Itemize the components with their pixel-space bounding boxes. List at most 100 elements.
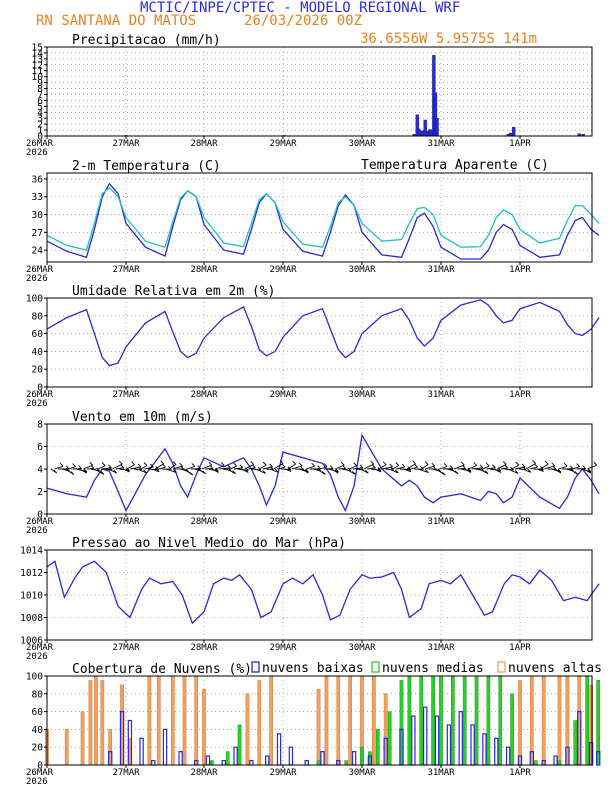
wind-barb-flag xyxy=(569,465,574,470)
cloud-bar xyxy=(324,675,329,766)
wind-barb-flag xyxy=(552,465,557,470)
precip-bar xyxy=(435,118,439,137)
cloud-bar xyxy=(510,693,514,766)
cloud-bar xyxy=(387,711,392,766)
y-axis: 0 20 40 60 80 100 xyxy=(26,672,47,772)
wind-barb-flag xyxy=(172,461,177,465)
wind-barb-flag xyxy=(126,468,130,473)
y-tick-label: 100 xyxy=(26,672,43,683)
wind-barb-flag xyxy=(532,460,536,464)
wind-barb-flag xyxy=(460,461,465,466)
wind-barb-flag xyxy=(108,464,112,469)
x-tick-label: 27MAR xyxy=(112,139,140,149)
y-tick-label: 13 xyxy=(32,54,43,65)
wind-barb-flag xyxy=(83,469,87,474)
series-lines xyxy=(46,560,600,625)
x-tick-label: 1APR xyxy=(509,139,531,149)
wind-barb xyxy=(86,467,95,470)
x-tick-year: 2026 xyxy=(26,399,48,409)
wind-barb-flag xyxy=(83,468,88,472)
y-tick-label: 2 xyxy=(37,487,43,498)
wind-barb-flag xyxy=(473,462,478,466)
y-axis: 0 20 40 60 80 100 xyxy=(26,294,47,394)
wind-barb-flag xyxy=(317,467,322,472)
x-tick-label: 28MAR xyxy=(190,139,218,149)
cloud-series-nuvens-medias xyxy=(210,675,601,766)
cloud-bar xyxy=(288,746,294,766)
x-tick-label: 1APR xyxy=(509,768,531,778)
wind-barb-flag xyxy=(53,469,58,474)
wind-barb-flag xyxy=(551,462,556,467)
wind-barb-flag xyxy=(587,469,592,474)
wind-barb xyxy=(158,466,166,470)
wind-barb xyxy=(558,465,568,470)
wind-barb-flag xyxy=(492,464,496,469)
wind-barb-flag xyxy=(432,465,437,470)
wind-barb-flag xyxy=(251,464,256,469)
panel-title: Vento em 10m (m/s) xyxy=(72,410,213,425)
cloud-bar xyxy=(233,746,238,766)
x-tick-year: 2026 xyxy=(26,148,48,158)
wind-barb-flag xyxy=(270,466,274,470)
wind-barb-flag xyxy=(250,461,254,465)
y-tick-label: 60 xyxy=(32,707,44,718)
x-tick-label: 1APR xyxy=(509,643,531,653)
legend-label: nuvens medias xyxy=(382,661,484,676)
panel-title: 2-m Temperatura (C) xyxy=(72,159,221,174)
x-tick-label: 27MAR xyxy=(112,643,140,653)
x-tick-label: 29MAR xyxy=(269,139,297,149)
wind-barb-flag xyxy=(514,470,519,474)
wind-barb-flag xyxy=(281,463,286,468)
wind-barb-flag xyxy=(108,466,113,471)
wind-barb-flag xyxy=(425,469,429,473)
wind-barb-flag xyxy=(292,460,296,465)
cloud-series-nuvens-baixas xyxy=(107,706,601,766)
wind-barb-flag xyxy=(89,461,94,466)
wind-barbs xyxy=(50,460,598,476)
wind-barb-flag xyxy=(527,469,532,473)
wind-barb xyxy=(226,468,236,475)
y-axis: 0 2 4 6 8 xyxy=(37,420,47,521)
cloud-bar xyxy=(557,760,562,766)
cloud-bar xyxy=(474,675,479,766)
cloud-bar xyxy=(205,755,211,766)
y-tick-label: 15 xyxy=(32,43,43,54)
wind-barb-flag xyxy=(582,465,586,469)
wind-barb xyxy=(421,464,429,470)
x-tick-label: 31MAR xyxy=(427,139,455,149)
cloud-bar xyxy=(316,689,321,766)
wind-barb xyxy=(572,466,580,470)
wind-barb xyxy=(406,463,416,470)
wind-barb xyxy=(140,465,148,470)
y-axis: 24 27 30 33 36 xyxy=(32,174,47,257)
wind-barb xyxy=(522,468,532,473)
y-tick-label: 80 xyxy=(32,311,44,322)
cloud-bars xyxy=(45,675,601,766)
wind-barb-flag xyxy=(66,467,70,472)
wind-barb-flag xyxy=(340,461,345,466)
cloud-bar xyxy=(221,759,226,766)
cloud-bar xyxy=(265,755,270,766)
wind-barb-flag xyxy=(377,468,382,473)
cloud-bar xyxy=(344,760,349,766)
wind-barb-flag xyxy=(364,469,369,474)
y-tick-label: 1 xyxy=(37,126,43,137)
x-tick-label: 29MAR xyxy=(269,768,297,778)
wind-barb-flag xyxy=(570,467,574,472)
gridlines xyxy=(47,173,592,262)
wind-barb-flag xyxy=(534,463,538,468)
cloud-bar xyxy=(336,675,341,766)
wind-barb-flag xyxy=(401,463,406,468)
wind-barb-flag xyxy=(59,462,64,467)
wind-barb-flag xyxy=(78,465,82,469)
wind-barb xyxy=(215,465,225,470)
wind-barb xyxy=(396,466,406,470)
cloud-bar xyxy=(100,680,105,766)
x-tick-year: 2026 xyxy=(26,652,48,662)
wind-barb-flag xyxy=(441,471,446,476)
wind-barb-flag xyxy=(305,468,309,473)
gridlines xyxy=(47,47,592,136)
cloud-bar xyxy=(446,724,452,766)
